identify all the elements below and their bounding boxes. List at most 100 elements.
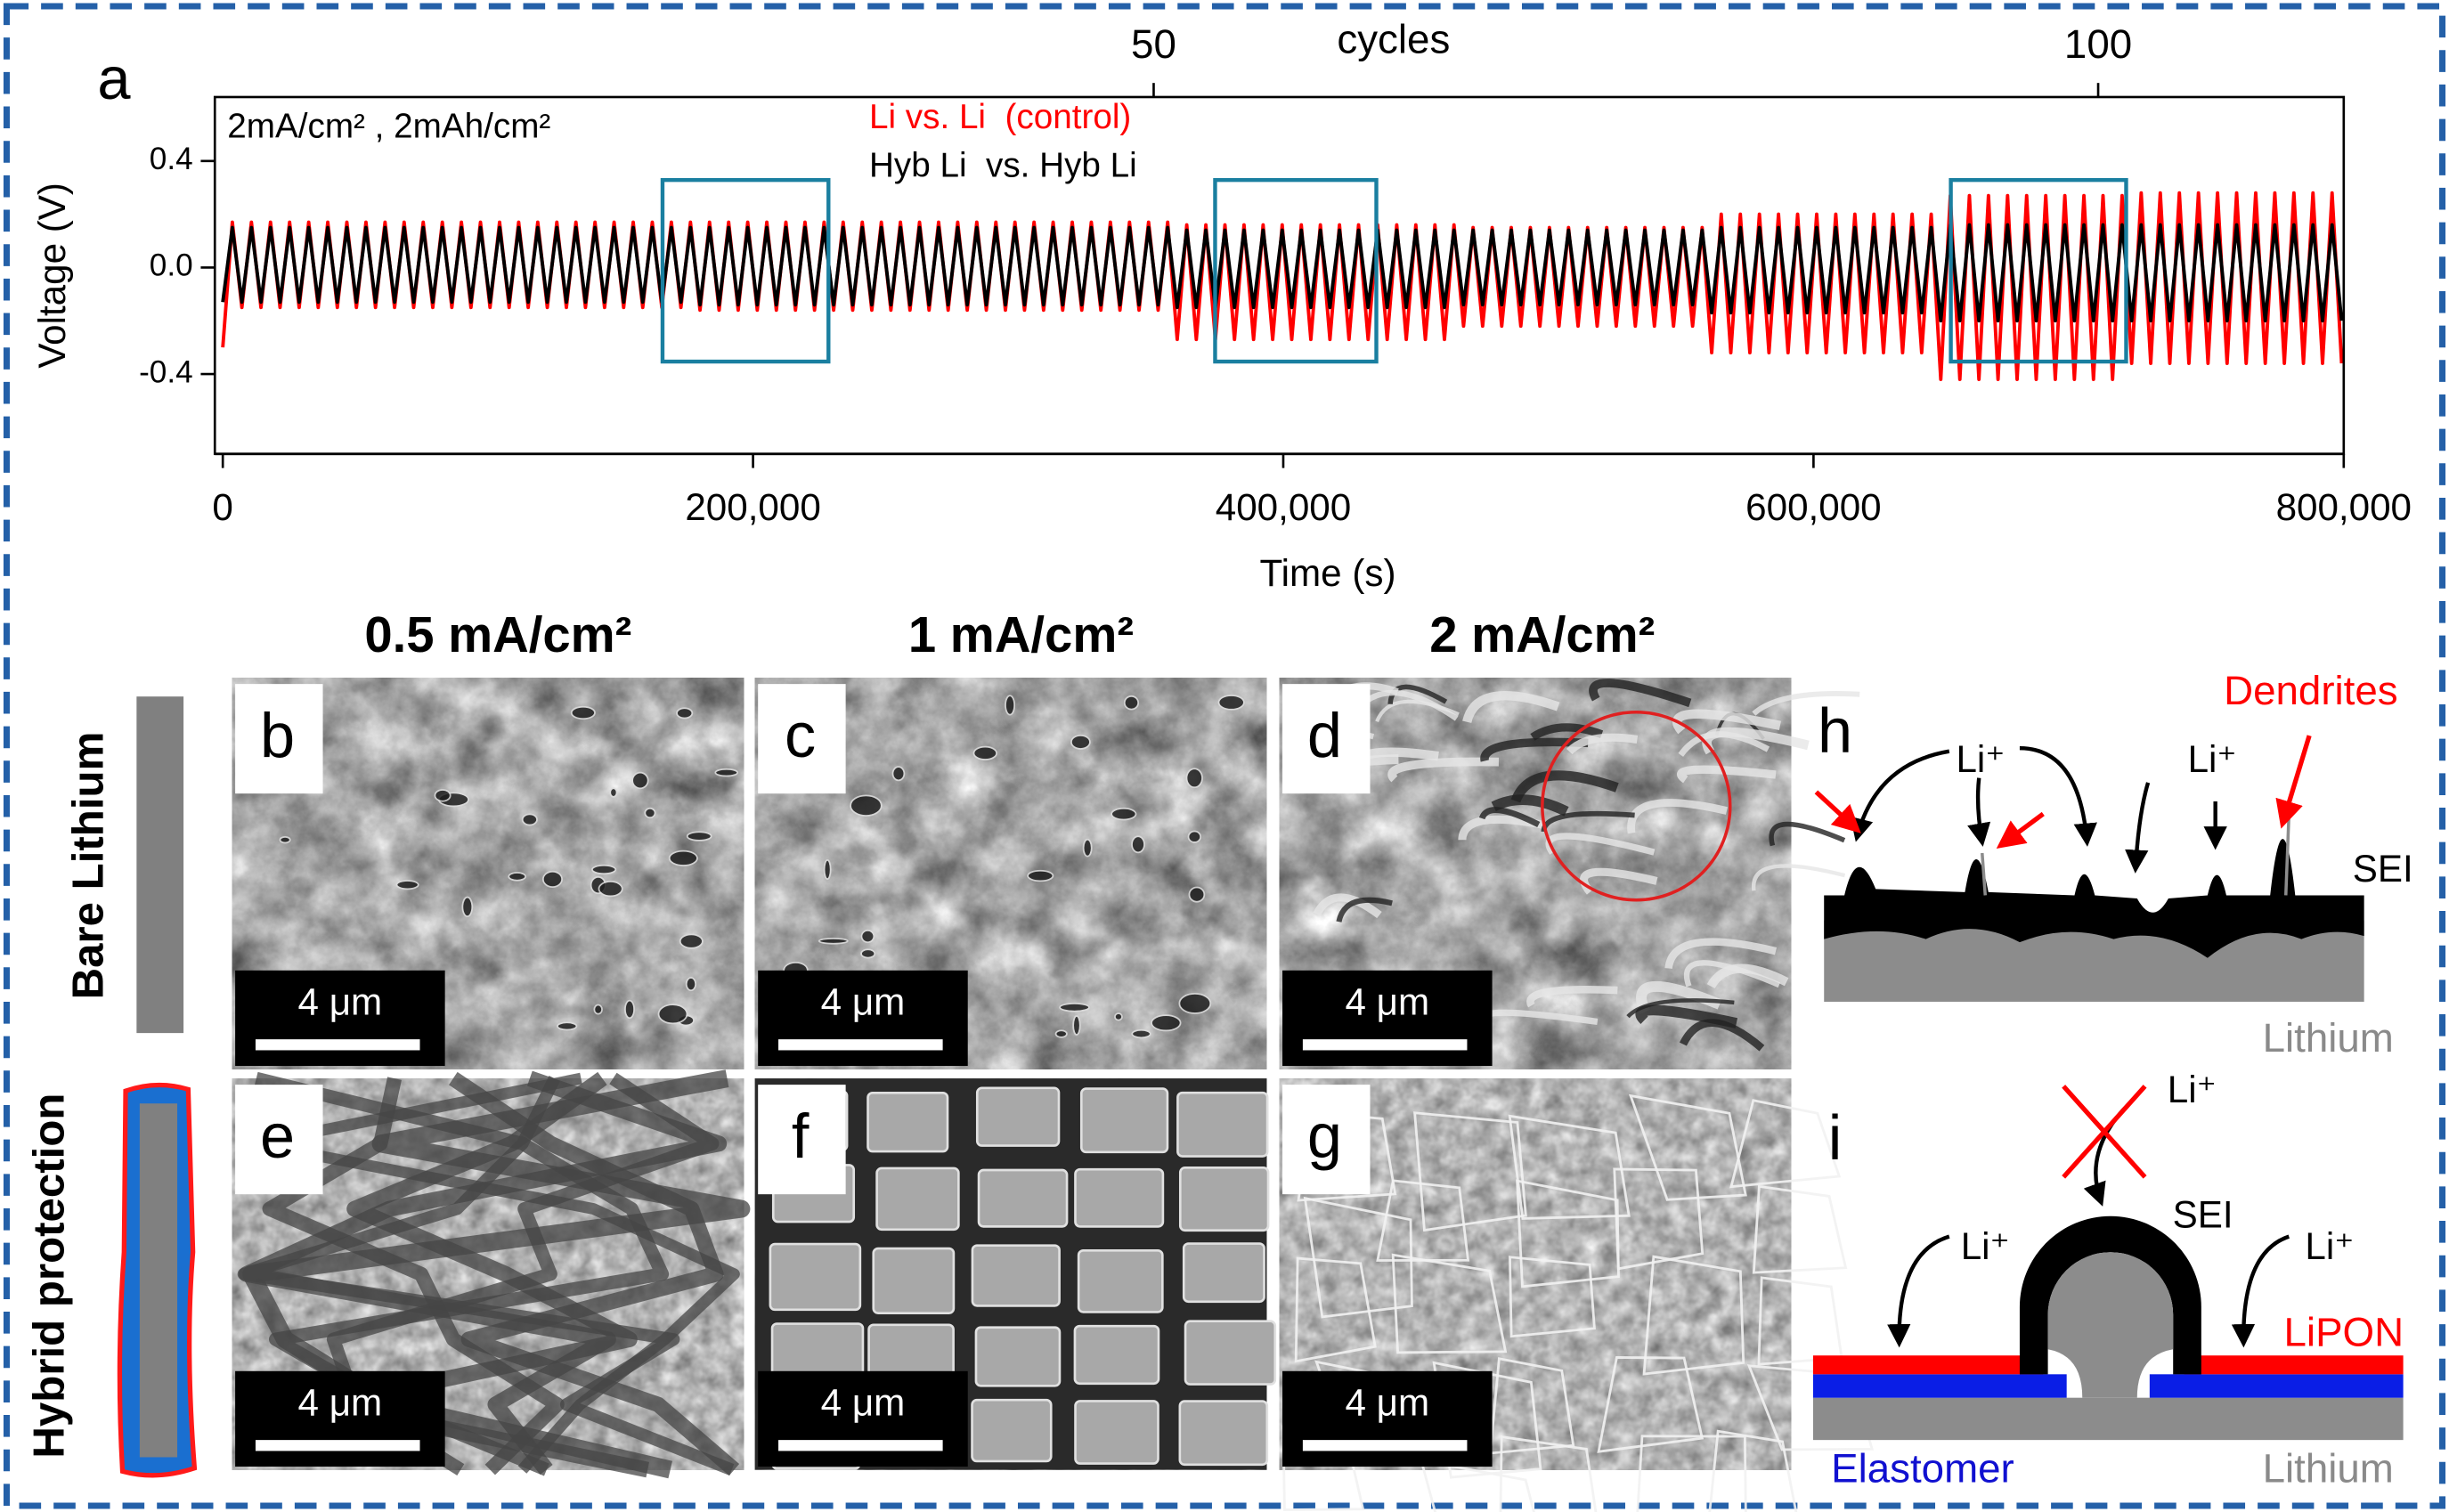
red-arrow bbox=[1814, 790, 1861, 833]
panel-h: h Dendrites Li⁺ Li⁺ SEI Lithium bbox=[1814, 668, 2413, 1061]
panel-label: b bbox=[260, 700, 295, 770]
annotation: 2mA/cm² , 2mAh/cm² bbox=[227, 107, 550, 145]
y-tick-label: 0.4 bbox=[150, 142, 193, 176]
sem-tile bbox=[769, 1242, 862, 1312]
column-header: 2 mA/cm² bbox=[1429, 606, 1655, 663]
panel-label: a bbox=[97, 46, 131, 112]
sem-grain bbox=[1413, 1111, 1527, 1232]
x-axis-label: Time (s) bbox=[1259, 552, 1395, 594]
arrow bbox=[2231, 1234, 2290, 1348]
sem-images: b 4 μm c 4 μm d 4 μm e 4 μm f 4 μm g 4 μm bbox=[232, 678, 1875, 1512]
sem-feature bbox=[1526, 985, 1618, 1008]
sem-tile bbox=[971, 1398, 1053, 1463]
ion-label: Li⁺ bbox=[1961, 1225, 2010, 1267]
sem-feature bbox=[1070, 735, 1091, 750]
sem-feature bbox=[1752, 690, 1860, 716]
sem-grain bbox=[1597, 1356, 1705, 1453]
sem-feature bbox=[591, 864, 617, 875]
panel-label: f bbox=[792, 1101, 810, 1171]
sem-grain bbox=[1294, 1256, 1377, 1363]
sem-tile bbox=[872, 1247, 956, 1314]
sem-feature bbox=[1187, 830, 1202, 843]
top-tick-label: 50 bbox=[1131, 21, 1176, 67]
series-line bbox=[221, 223, 2344, 323]
sem-feature bbox=[891, 766, 906, 782]
x-tick-label: 200,000 bbox=[685, 486, 820, 528]
sem-tile bbox=[1178, 1167, 1270, 1232]
sem-feature bbox=[1635, 1004, 1738, 1028]
lipon-layer bbox=[2184, 1355, 2404, 1375]
sem-feature bbox=[1462, 691, 1560, 724]
sem-feature bbox=[1683, 960, 1781, 988]
sem-tile bbox=[867, 1091, 949, 1153]
panel-label-box bbox=[235, 1085, 323, 1195]
sem-feature bbox=[1185, 768, 1203, 789]
sem-feature bbox=[279, 835, 291, 844]
sem-grain bbox=[1391, 1253, 1508, 1354]
sem-feature bbox=[657, 1004, 688, 1025]
lipon-layer bbox=[1812, 1355, 2044, 1375]
sem-feature bbox=[1627, 799, 1728, 834]
sem-crack bbox=[449, 1071, 740, 1476]
sem-feature bbox=[609, 787, 618, 798]
sem-feature bbox=[1123, 695, 1140, 711]
sem-feature bbox=[1752, 864, 1846, 891]
ion-label: Li⁺ bbox=[2188, 738, 2237, 780]
sem-feature bbox=[557, 1021, 578, 1031]
sem-feature bbox=[685, 977, 697, 992]
sem-tile bbox=[1182, 1242, 1265, 1304]
lithium-label: Lithium bbox=[2263, 1445, 2394, 1491]
y-tick-label: 0.0 bbox=[150, 248, 193, 283]
sem-tile bbox=[875, 1167, 960, 1232]
sem-feature bbox=[593, 1004, 603, 1015]
sem-grain bbox=[1729, 1099, 1842, 1189]
scale-bar bbox=[778, 1440, 943, 1451]
arrow bbox=[1887, 1234, 1950, 1348]
sem-grain bbox=[1516, 1179, 1620, 1288]
sem-feature bbox=[823, 858, 832, 881]
highlight-box bbox=[1949, 177, 2128, 364]
elastomer-layer bbox=[2149, 1374, 2404, 1398]
sem-tile bbox=[1077, 1249, 1164, 1313]
sem-feature bbox=[434, 789, 452, 802]
lithium-protrusion bbox=[2047, 1252, 2174, 1398]
sem-tile bbox=[1074, 1400, 1159, 1465]
sem-feature bbox=[1059, 1003, 1090, 1012]
sem-grain bbox=[1420, 1459, 1535, 1512]
panel-label: d bbox=[1307, 700, 1342, 770]
sem-grain bbox=[1488, 1357, 1575, 1455]
sem-grain bbox=[1752, 1184, 1848, 1274]
scale-bar bbox=[1302, 1039, 1468, 1051]
x-tick-label: 0 bbox=[212, 486, 232, 528]
sem-feature bbox=[1387, 757, 1500, 783]
panel-label-box bbox=[758, 684, 846, 794]
bare-lithium-icon bbox=[136, 696, 184, 1034]
sem-feature bbox=[1672, 709, 1781, 735]
sem-feature bbox=[1217, 695, 1245, 711]
elastomer-layer bbox=[1812, 1374, 2067, 1398]
sei-layer bbox=[1824, 839, 2364, 958]
row-header: Hybrid protection bbox=[24, 1093, 73, 1459]
lipon-label: LiPON bbox=[2284, 1309, 2404, 1354]
highlight-box bbox=[1213, 177, 1379, 364]
sem-feature bbox=[1027, 869, 1054, 882]
sem-feature bbox=[1131, 835, 1145, 854]
sem-tile bbox=[975, 1086, 1061, 1147]
sem-grain bbox=[1376, 1179, 1470, 1262]
sem-grain bbox=[1636, 1435, 1747, 1512]
scale-bar-label: 4 μm bbox=[298, 1382, 383, 1424]
ion-label: Li⁺ bbox=[2305, 1225, 2354, 1267]
sem-feature bbox=[1054, 1029, 1068, 1038]
sem-tile bbox=[1073, 1324, 1160, 1386]
sem-grain bbox=[1613, 1167, 1705, 1271]
scale-bar bbox=[778, 1039, 943, 1051]
sem-feature bbox=[1188, 886, 1206, 903]
sem-grain bbox=[1708, 1429, 1798, 1512]
column-header: 0.5 mA/cm² bbox=[364, 606, 631, 663]
series-line bbox=[221, 191, 2344, 381]
sem-feature bbox=[679, 933, 704, 949]
ion-label: Li⁺ bbox=[2168, 1069, 2217, 1110]
x-tick-label: 400,000 bbox=[1216, 486, 1351, 528]
scale-bar-label: 4 μm bbox=[1346, 1382, 1430, 1424]
